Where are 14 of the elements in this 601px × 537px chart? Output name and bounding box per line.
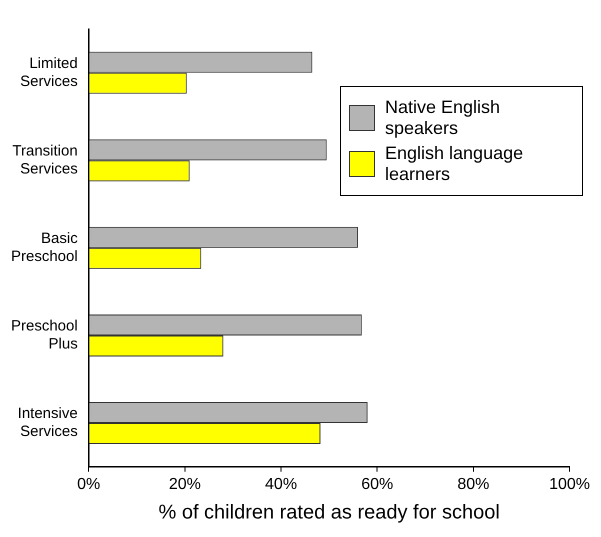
x-tick-label: 60% bbox=[361, 476, 394, 493]
x-axis-title: % of children rated as ready for school bbox=[158, 502, 500, 524]
x-tick-label: 20% bbox=[168, 476, 201, 493]
x-tick-label: 80% bbox=[457, 476, 490, 493]
y-tick-label: Transition Services bbox=[12, 142, 78, 178]
x-tick-label: 100% bbox=[549, 476, 590, 493]
x-tick-label: 40% bbox=[265, 476, 298, 493]
y-tick-label: Preschool Plus bbox=[11, 318, 78, 353]
y-tick-label: Basic Preschool bbox=[11, 230, 78, 266]
x-tick-label: 0% bbox=[77, 476, 100, 493]
legend-label: English language learners bbox=[385, 143, 524, 185]
y-tick-label: Limited Services bbox=[20, 54, 78, 90]
y-tick-label: Intensive Services bbox=[18, 405, 78, 440]
legend-label: Native English speakers bbox=[385, 97, 502, 139]
